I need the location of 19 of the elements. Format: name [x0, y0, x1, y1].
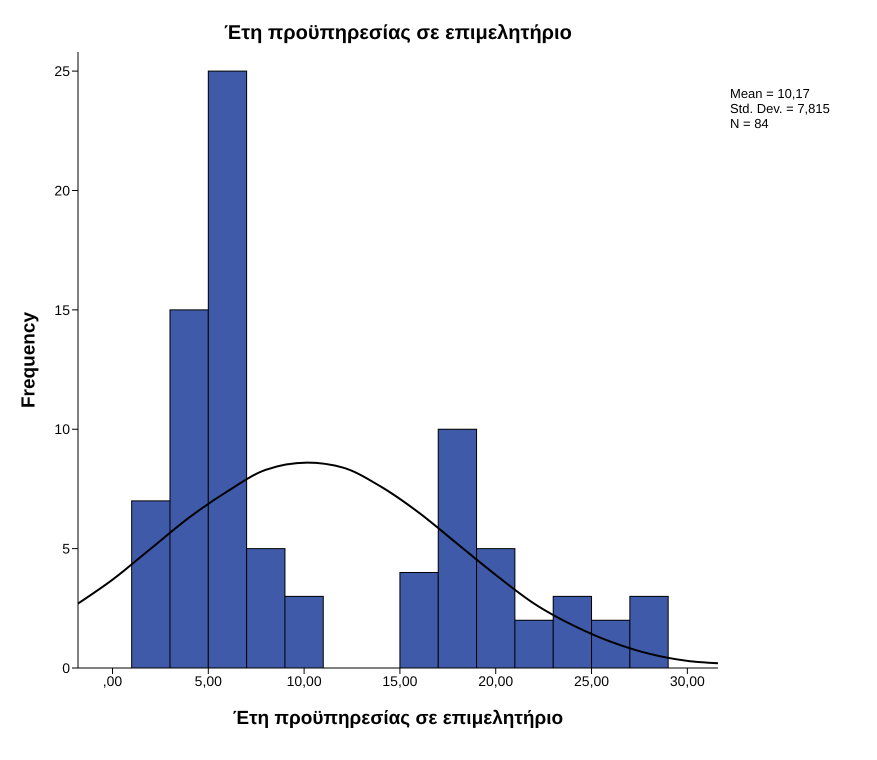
y-tick-label: 25 — [54, 63, 70, 80]
x-tick-label: 5,00 — [194, 672, 222, 689]
y-tick-label: 10 — [54, 421, 70, 438]
x-tick-label: 30,00 — [670, 672, 706, 689]
chart-title: Έτη προϋπηρεσίας σε επιμελητήριο — [223, 22, 573, 45]
y-tick-label: 0 — [62, 660, 70, 676]
y-tick-label: 20 — [54, 182, 70, 198]
text: Mean = 10,17 — [730, 86, 811, 101]
x-tick-label: 25,00 — [574, 672, 610, 689]
text: Std. Dev. = 7,815 — [730, 101, 830, 116]
x-tick-label: 20,00 — [478, 672, 514, 689]
x-axis-title: Έτη προϋπηρεσίας σε επιμελητήριο — [232, 708, 564, 729]
y-axis-title: Frequency — [18, 312, 40, 408]
text: N = 84 — [730, 116, 770, 131]
x-tick-label: 10,00 — [286, 672, 322, 689]
x-tick-label: 15,00 — [382, 672, 418, 689]
y-tick-label: 15 — [54, 302, 70, 318]
y-tick-label: 5 — [62, 540, 70, 557]
x-tick-label: ,00 — [102, 672, 122, 689]
